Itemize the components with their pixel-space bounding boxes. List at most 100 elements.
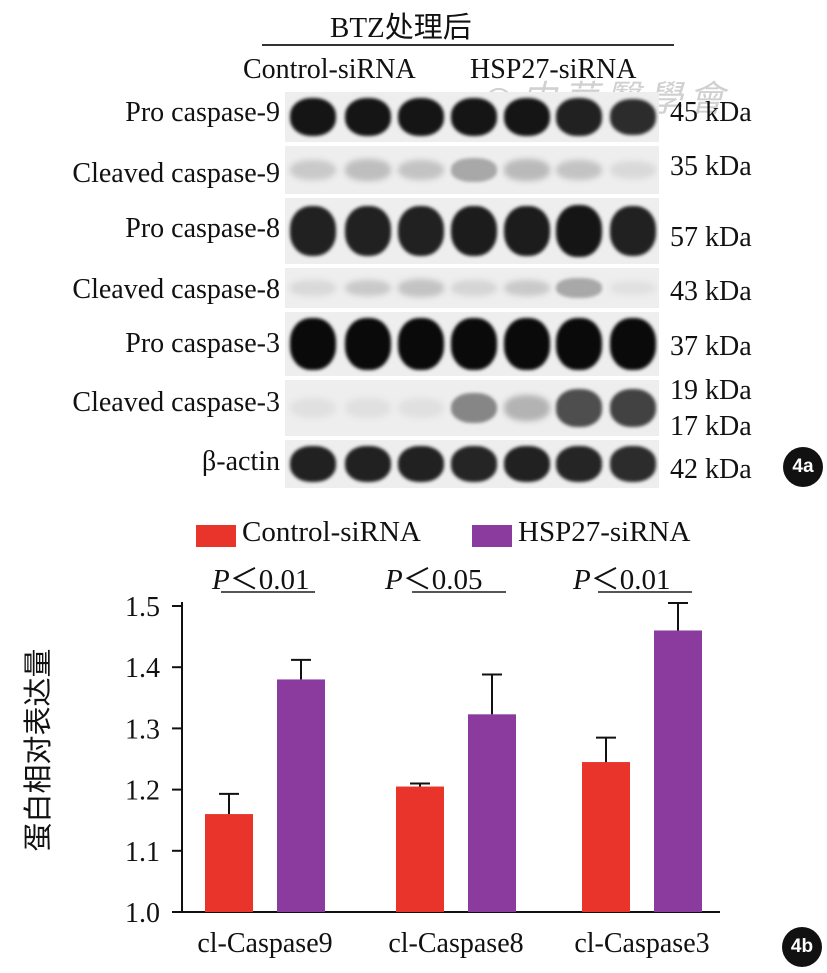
panel-4a-badge: 4a (783, 447, 823, 487)
blot-strip (285, 440, 659, 488)
bar (205, 814, 253, 912)
blot-band (556, 318, 602, 370)
band-label: β-actin (202, 446, 280, 477)
blot-band (398, 206, 444, 256)
blot-strip (285, 92, 659, 142)
blot-band (290, 445, 336, 483)
blot-band (610, 98, 656, 136)
molecular-weight-label: 43 kDa (670, 276, 752, 307)
y-tick-label: 1.3 (125, 714, 160, 745)
blot-strip (285, 380, 659, 436)
blot-band (290, 159, 336, 180)
bar (468, 714, 516, 912)
molecular-weight-label: 35 kDa (670, 151, 752, 182)
blot-band (504, 97, 550, 137)
pvalue-caspase8: P＜0.05 (385, 564, 483, 596)
molecular-weight-label: 19 kDa (670, 375, 752, 406)
legend-swatch-control (196, 525, 236, 547)
blot-band (345, 279, 391, 297)
blot-band (556, 278, 602, 298)
blot-strip (285, 268, 659, 308)
blot-band (451, 318, 497, 370)
blot-band (451, 158, 497, 182)
blot-band (556, 389, 602, 427)
blot-band (610, 388, 656, 428)
blot-band (290, 318, 336, 370)
blot-band (451, 97, 497, 137)
molecular-weight-label: 42 kDa (670, 454, 752, 485)
blot-band (451, 446, 497, 482)
blot-band (556, 159, 602, 181)
molecular-weight-label: 17 kDa (670, 411, 752, 442)
bar (654, 630, 702, 912)
blot-band (556, 98, 602, 136)
bar (582, 762, 630, 912)
blot-band (345, 206, 391, 256)
blot-band (556, 205, 602, 257)
x-tick-label: cl-Caspase8 (388, 928, 523, 959)
band-label: Cleaved caspase-9 (72, 158, 280, 189)
legend-swatch-hsp27 (472, 525, 512, 547)
blot-band (610, 318, 656, 370)
blot-band (610, 206, 656, 256)
bar (277, 679, 325, 912)
blot-band (398, 397, 444, 419)
band-label: Pro caspase-3 (125, 328, 280, 359)
blot-band (345, 445, 391, 483)
blot-band (398, 318, 444, 370)
blot-band (610, 446, 656, 482)
blot-header-line (262, 44, 674, 46)
pvalue-caspase9: P＜0.01 (212, 564, 310, 596)
molecular-weight-label: 37 kDa (670, 331, 752, 362)
legend-label-hsp27: HSP27-siRNA (518, 516, 691, 548)
group-label-hsp27: HSP27-siRNA (470, 54, 637, 85)
pvalue-caspase3: P＜0.01 (573, 564, 671, 596)
blot-band (345, 159, 391, 181)
blot-strip (285, 146, 659, 194)
band-label: Pro caspase-8 (125, 213, 280, 244)
molecular-weight-label: 57 kDa (670, 222, 752, 253)
blot-band (504, 159, 550, 181)
blot-band (451, 392, 497, 424)
blot-header-title: BTZ处理后 (330, 12, 472, 44)
y-tick-label: 1.1 (125, 837, 160, 868)
blot-band (345, 397, 391, 419)
y-tick-label: 1.0 (125, 898, 160, 929)
blot-band (451, 205, 497, 257)
blot-band (345, 97, 391, 137)
blot-band (290, 397, 336, 419)
y-tick-label: 1.4 (125, 653, 160, 684)
molecular-weight-label: 45 kDa (670, 97, 752, 128)
blot-band (398, 159, 444, 181)
band-label: Cleaved caspase-3 (72, 387, 280, 418)
panel-4b-badge: 4b (782, 927, 822, 967)
blot-strip (285, 312, 659, 376)
blot-band (345, 318, 391, 370)
blot-band (556, 446, 602, 482)
blot-band (610, 280, 656, 296)
blot-band (504, 445, 550, 483)
blot-band (398, 279, 444, 297)
blot-strip (285, 198, 659, 264)
y-tick-label: 1.2 (125, 776, 160, 807)
x-tick-label: cl-Caspase9 (197, 928, 332, 959)
group-label-control: Control-siRNA (243, 54, 416, 85)
blot-band (290, 206, 336, 256)
bar (396, 786, 444, 912)
y-tick-label: 1.5 (125, 592, 160, 623)
blot-band (504, 205, 550, 257)
band-label: Cleaved caspase-8 (72, 274, 280, 305)
x-tick-label: cl-Caspase3 (574, 928, 709, 959)
y-axis-label: 蛋白相对表达量 (21, 648, 55, 852)
blot-band (290, 280, 336, 296)
blot-band (504, 279, 550, 297)
blot-band (398, 445, 444, 483)
blot-band (398, 97, 444, 137)
blot-band (610, 160, 656, 180)
legend-label-control: Control-siRNA (242, 516, 421, 548)
blot-band (290, 97, 336, 137)
blot-band (504, 395, 550, 421)
blot-band (451, 280, 497, 296)
band-label: Pro caspase-9 (125, 97, 280, 128)
blot-band (504, 318, 550, 370)
